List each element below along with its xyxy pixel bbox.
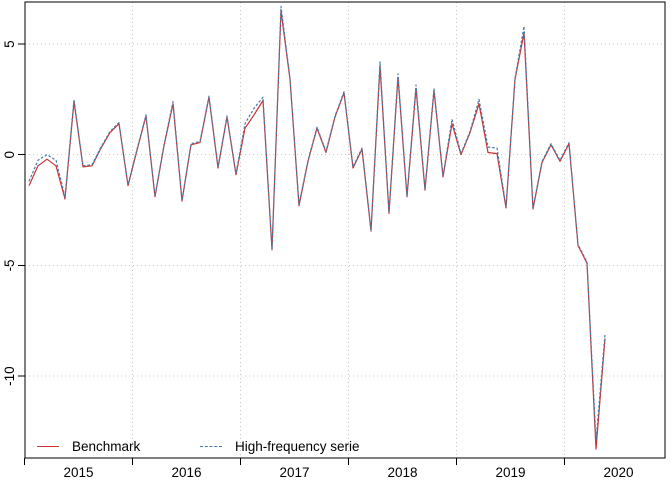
x-axis-tick-label: 2018 [387,465,417,480]
y-axis-tick-label: 0 [2,151,17,159]
y-axis-tick-label: 5 [2,40,17,48]
x-axis-tick-label: 2016 [171,465,201,480]
x-axis-tick-label: 2015 [63,465,93,480]
x-axis-tick-label: 2020 [603,465,633,480]
plot-border [24,1,666,459]
benchmark-series-line [28,10,606,450]
high-frequency-series-line [28,5,606,441]
y-axis-tick-label: -10 [2,366,17,386]
x-axis-tick-label: 2017 [279,465,309,480]
x-axis-tick-label: 2019 [495,465,525,480]
y-axis-tick-label: -5 [2,259,17,271]
